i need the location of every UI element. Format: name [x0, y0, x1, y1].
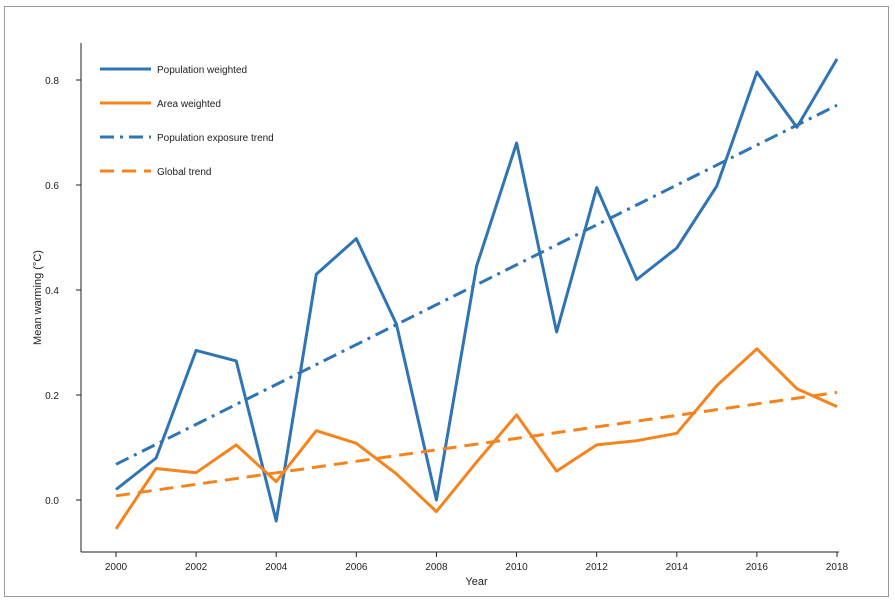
x-tick-label: 2016	[746, 562, 769, 573]
x-tick-label: 2010	[505, 562, 528, 573]
y-tick-label: 0.2	[45, 391, 59, 402]
x-tick-label: 2004	[265, 562, 288, 573]
series-line-global-trend	[115, 390, 838, 498]
y-tick-label: 0.6	[45, 181, 59, 192]
axes	[80, 43, 839, 553]
chart-frame: 2000 2002 2004 2006 2008 2010 2012 2014 2016 2018…	[4, 6, 889, 597]
x-axis-title: Year	[465, 576, 488, 588]
x-tick-label: 2000	[105, 562, 128, 573]
legend: Population weighted Area weighted Populati…	[100, 65, 274, 178]
legend-label: Population weighted	[157, 65, 247, 76]
y-tick-label: 0.0	[45, 496, 59, 507]
series-line-area-weighted	[114, 347, 838, 530]
series-line-population-exposure-trend	[115, 103, 838, 466]
y-axis-ticks: 0.0 0.2 0.4 0.6 0.8	[45, 76, 81, 507]
x-tick-label: 2002	[185, 562, 208, 573]
y-tick-label: 0.8	[45, 76, 59, 87]
x-tick-label: 2006	[345, 562, 368, 573]
line-chart: 2000 2002 2004 2006 2008 2010 2012 2014 2016 2018…	[32, 43, 849, 588]
x-tick-label: 2012	[586, 562, 609, 573]
legend-label: Population exposure trend	[157, 133, 274, 144]
series-line-population-weighted	[115, 58, 839, 523]
legend-label: Area weighted	[157, 99, 221, 110]
legend-label: Global trend	[157, 167, 211, 178]
x-axis-ticks: 2000 2002 2004 2006 2008 2010 2012 2014 2016 2018	[105, 552, 849, 573]
y-tick-label: 0.4	[45, 286, 59, 297]
x-tick-label: 2018	[826, 562, 849, 573]
x-tick-label: 2014	[666, 562, 689, 573]
y-axis-title: Mean warming (°C)	[32, 250, 44, 345]
x-tick-label: 2008	[425, 562, 448, 573]
series-layer	[114, 58, 839, 530]
